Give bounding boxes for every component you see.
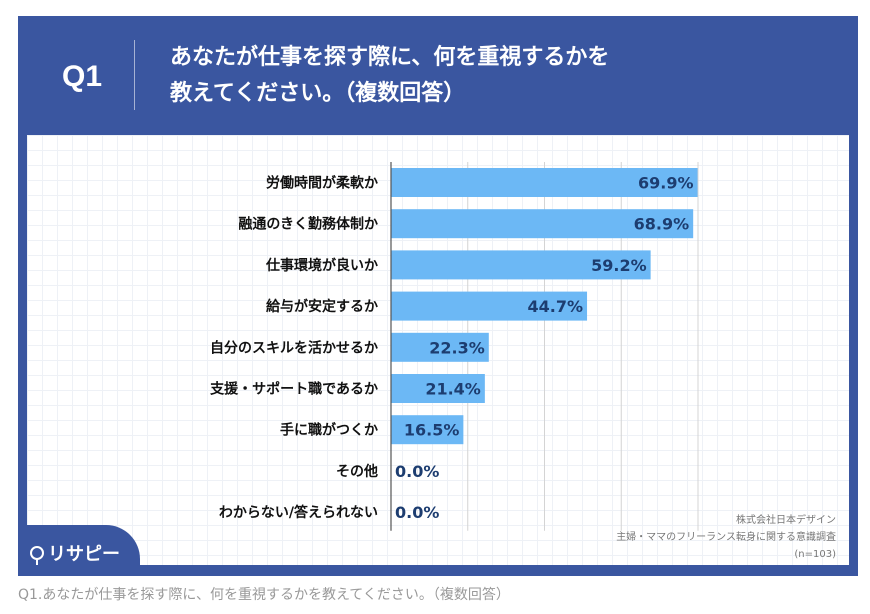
question-number: Q1 <box>62 60 103 93</box>
value-label: 16.5% <box>404 421 460 440</box>
category-label: わからない/答えられない <box>219 504 378 521</box>
source-company: 株式会社日本デザイン <box>736 515 836 526</box>
value-label: 22.3% <box>429 338 485 357</box>
logo: リサピー <box>30 540 120 566</box>
bar <box>391 209 694 239</box>
bar <box>391 374 485 403</box>
value-label: 21.4% <box>425 380 481 399</box>
source-note: 株式会社日本デザイン 主婦・ママのフリーランス転身に関する意識調査 (n=103… <box>616 512 836 563</box>
category-label: 融通のきく勤務体制か <box>238 216 378 233</box>
category-label: 仕事環境が良いか <box>265 257 378 274</box>
bar <box>391 332 489 362</box>
title-line-2: 教えてください。（複数回答） <box>170 81 466 106</box>
category-label: 支援・サポート職であるか <box>209 381 378 398</box>
value-label: 44.7% <box>528 297 584 316</box>
category-label: 給与が安定するか <box>266 298 378 315</box>
source-survey: 主婦・ママのフリーランス転身に関する意識調査 <box>616 532 836 543</box>
category-label: その他 <box>336 463 378 480</box>
value-label: 69.9% <box>638 174 694 193</box>
title-line-1: あなたが仕事を探す際に、何を重視するかを <box>170 45 610 70</box>
value-label: 0.0% <box>395 462 439 481</box>
category-label: 労働時間が柔軟か <box>266 175 378 192</box>
logo-text: リサピー <box>48 544 120 565</box>
bar <box>391 415 464 445</box>
category-label: 自分のスキルを活かせるか <box>210 339 378 356</box>
pin-icon <box>30 546 44 565</box>
value-label: 68.9% <box>634 215 690 234</box>
source-n: (n=103) <box>794 549 836 560</box>
caption: Q1.あなたが仕事を探す際に、何を重視するかを教えてください。（複数回答） <box>18 587 510 603</box>
question-title: あなたが仕事を探す際に、何を重視するかを 教えてください。（複数回答） <box>170 40 810 112</box>
value-label: 0.0% <box>395 503 439 522</box>
bar <box>391 250 651 280</box>
bar <box>391 168 698 197</box>
bar <box>391 291 588 321</box>
header-divider <box>134 40 135 110</box>
value-label: 59.2% <box>591 256 647 275</box>
category-label: 手に職がつくか <box>280 422 378 439</box>
